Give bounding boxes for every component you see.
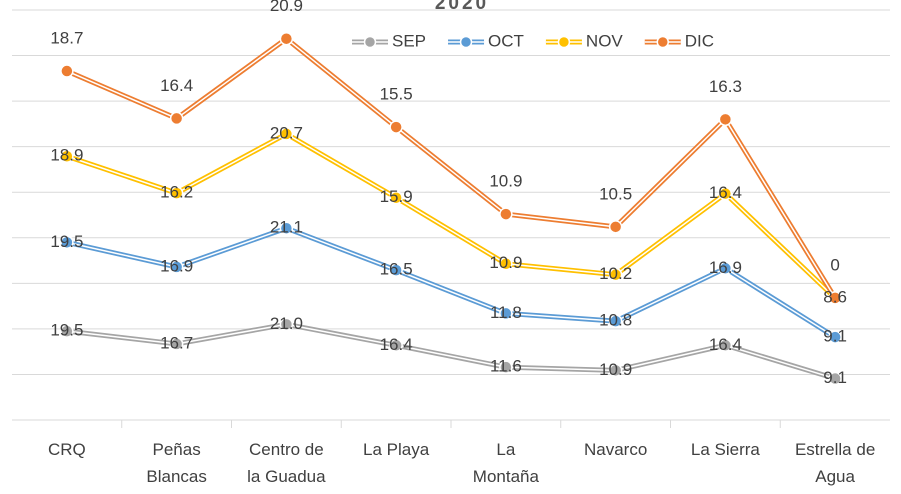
data-label: 21.1: [270, 218, 303, 237]
marker: [718, 112, 733, 127]
data-label: 18.7: [50, 29, 83, 48]
data-label: 16.9: [160, 256, 193, 275]
marker: [279, 31, 294, 46]
marker: [608, 314, 623, 328]
marker: [389, 263, 403, 277]
marker: [279, 317, 294, 332]
x-tick-label: La Sierra: [690, 440, 760, 459]
data-label: 16.9: [709, 258, 742, 277]
data-label: 16.4: [380, 335, 413, 354]
legend-label: OCT: [488, 31, 524, 50]
marker: [608, 363, 623, 378]
legend-marker: [557, 35, 571, 49]
x-tick-label: CRQ: [47, 440, 86, 459]
series-line-inner: [66, 323, 836, 380]
legend-marker: [363, 35, 377, 49]
marker: [279, 127, 294, 141]
marker: [718, 186, 733, 201]
data-label: 10.9: [489, 172, 522, 191]
x-tick-label: La Montaña: [472, 440, 539, 486]
data-label: 10.9: [489, 253, 522, 272]
marker: [828, 330, 842, 344]
series-line: [66, 225, 837, 340]
data-label: 16.4: [709, 183, 742, 202]
legend-label: DIC: [685, 31, 714, 50]
data-label: 0: [830, 255, 839, 274]
data-label: 9.1: [823, 327, 847, 346]
marker: [169, 186, 184, 200]
legend-marker: [656, 35, 670, 49]
data-label: 15.5: [380, 85, 413, 104]
data-label: 16.3: [709, 77, 742, 96]
data-label: 16.2: [160, 183, 193, 202]
marker: [169, 111, 184, 126]
data-label: 10.5: [599, 184, 632, 203]
data-label: 15.9: [380, 187, 413, 206]
chart-title: 2020: [435, 0, 489, 14]
marker: [828, 291, 842, 305]
marker: [499, 360, 513, 374]
marker: [60, 235, 74, 250]
marker: [499, 306, 513, 321]
series-line-inner: [66, 133, 836, 299]
data-label: 8.6: [823, 287, 847, 306]
data-label: 10.8: [599, 311, 632, 330]
marker: [169, 260, 184, 274]
x-tick-label: Navarco: [583, 440, 648, 459]
marker: [718, 261, 733, 276]
data-label: 9.1: [823, 368, 847, 387]
data-label: 16.4: [709, 335, 742, 354]
marker: [499, 256, 513, 271]
data-label: 19.5: [50, 232, 83, 251]
legend-label: SEP: [392, 31, 426, 50]
marker: [169, 337, 184, 351]
marker: [389, 120, 403, 134]
marker: [60, 324, 74, 338]
data-label: 11.8: [490, 303, 522, 322]
x-tick-label: Estrella de Agua: [794, 440, 876, 486]
data-label: 18.9: [50, 146, 83, 165]
marker: [60, 64, 74, 78]
legend-marker: [459, 35, 473, 49]
marker: [499, 207, 513, 221]
data-label: 10.9: [599, 360, 632, 379]
data-label: 16.4: [160, 76, 193, 95]
data-label: 10.2: [599, 264, 632, 283]
data-label: 16.7: [160, 333, 193, 352]
data-label: 16.5: [380, 260, 413, 279]
marker: [389, 190, 403, 205]
marker: [608, 267, 623, 282]
marker: [718, 338, 733, 353]
x-tick-label: Centro de la Guadua: [247, 440, 326, 486]
marker: [279, 221, 294, 235]
data-label: 11.6: [490, 357, 522, 376]
x-tick-label: Peñas Blancas: [146, 440, 207, 486]
data-label: 19.5: [50, 321, 83, 340]
legend-label: NOV: [586, 31, 624, 50]
x-tick-label: La Playa: [363, 440, 430, 459]
marker: [608, 220, 623, 234]
marker: [389, 338, 403, 353]
series-line-inner: [66, 37, 836, 299]
data-label: 20.7: [270, 123, 303, 142]
data-label: 20.9: [270, 0, 303, 15]
data-label: 21.0: [270, 314, 303, 333]
marker: [60, 149, 74, 163]
series-line-inner: [66, 227, 836, 338]
marker: [828, 371, 842, 386]
